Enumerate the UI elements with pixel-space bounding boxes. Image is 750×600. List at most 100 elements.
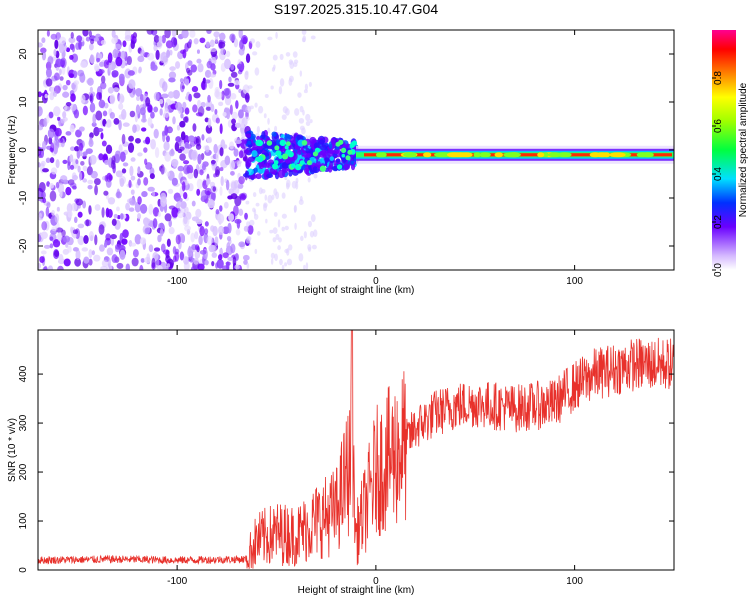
noise-blob	[153, 247, 161, 252]
noise-blob	[54, 213, 60, 223]
signal-blob	[276, 139, 281, 146]
noise-blob	[247, 224, 254, 235]
signal-blob	[336, 164, 343, 170]
noise-blob	[117, 215, 121, 220]
noise-blob	[98, 69, 105, 74]
noise-blob	[77, 235, 85, 246]
noise-blob	[57, 116, 61, 121]
signal-blob	[278, 154, 283, 160]
carrier-patch	[378, 152, 387, 158]
noise-blob	[175, 197, 183, 203]
noise-blob	[106, 247, 114, 256]
noise-blob	[68, 73, 75, 78]
noise-blob	[169, 128, 173, 133]
noise-blob	[121, 109, 127, 120]
noise-blob	[204, 187, 212, 196]
noise-blob	[252, 51, 258, 56]
noise-blob	[89, 38, 95, 45]
noise-blob	[218, 41, 226, 49]
noise-blob	[172, 89, 180, 99]
noise-blob	[229, 33, 236, 42]
noise-blob	[154, 147, 160, 159]
noise-blob	[153, 106, 159, 113]
noise-blob	[88, 205, 92, 215]
noise-blob	[164, 125, 169, 136]
noise-blob	[139, 93, 144, 102]
noise-blob	[219, 79, 223, 90]
noise-blob	[125, 202, 130, 211]
noise-blob	[128, 79, 136, 89]
noise-blob	[57, 265, 64, 270]
noise-blob	[74, 257, 82, 267]
signal-blob	[308, 148, 314, 155]
signal-blob	[288, 170, 293, 177]
noise-blob	[115, 191, 122, 199]
noise-blob	[127, 142, 135, 153]
noise-blob	[81, 247, 89, 252]
noise-blob	[303, 89, 308, 94]
signal-blob	[279, 139, 286, 147]
noise-blob	[285, 52, 291, 57]
noise-blob	[298, 117, 305, 124]
noise-blob	[252, 192, 257, 198]
snr-panel: -100 0 100 0 100 200 300 400 Height of straight…	[7, 329, 675, 596]
colorbar-tick-label: 0.8	[713, 71, 724, 85]
noise-blob	[196, 99, 201, 108]
noise-blob	[113, 87, 120, 93]
noise-blob	[279, 53, 284, 61]
x-tick-label: 0	[373, 576, 379, 587]
noise-blob	[49, 182, 55, 189]
noise-blob	[242, 36, 248, 45]
noise-blob	[75, 198, 84, 206]
noise-blob	[147, 186, 155, 192]
noise-blob	[302, 35, 307, 43]
noise-blob	[195, 218, 203, 225]
noise-blob	[197, 263, 205, 270]
signal-blob	[340, 147, 347, 154]
noise-blob	[214, 35, 219, 44]
noise-blob	[69, 124, 75, 133]
noise-blob	[148, 244, 154, 253]
noise-blob	[241, 133, 247, 138]
carrier-patch	[548, 152, 561, 158]
noise-blob	[96, 92, 102, 100]
carrier-patch	[595, 152, 609, 158]
noise-blob	[161, 81, 168, 92]
noise-blob	[231, 118, 236, 125]
noise-blob	[129, 242, 137, 247]
noise-blob	[199, 249, 207, 255]
noise-blob	[169, 66, 176, 71]
noise-blob	[45, 67, 52, 78]
noise-blob	[310, 35, 316, 40]
noise-blob	[55, 159, 60, 169]
noise-blob	[168, 226, 175, 235]
noise-blob	[65, 186, 72, 196]
noise-blob	[108, 61, 112, 73]
noise-blob	[245, 200, 250, 205]
noise-blob	[281, 213, 287, 219]
noise-blob	[60, 175, 68, 183]
noise-blob	[101, 259, 108, 268]
colorbar-tick-label: 0.4	[713, 167, 724, 181]
noise-blob	[234, 264, 240, 270]
noise-blob	[192, 104, 198, 113]
noise-blob	[213, 31, 220, 38]
colorbar-tick-label: 0.2	[713, 215, 724, 229]
noise-blob	[184, 107, 190, 115]
noise-blob	[264, 93, 269, 98]
noise-blob	[100, 39, 107, 45]
noise-blob	[179, 81, 185, 93]
noise-blob	[135, 104, 141, 115]
noise-blob	[195, 138, 200, 144]
colorbar-gradient	[712, 30, 736, 270]
noise-blob	[239, 194, 247, 201]
noise-blob	[93, 178, 101, 186]
noise-blob	[118, 73, 125, 82]
noise-blob	[70, 93, 76, 102]
noise-blob	[236, 63, 243, 70]
noise-blob	[304, 83, 308, 91]
noise-blob	[94, 204, 101, 211]
noise-blob	[184, 225, 191, 232]
noise-blob	[166, 238, 171, 248]
noise-blob	[60, 118, 66, 124]
